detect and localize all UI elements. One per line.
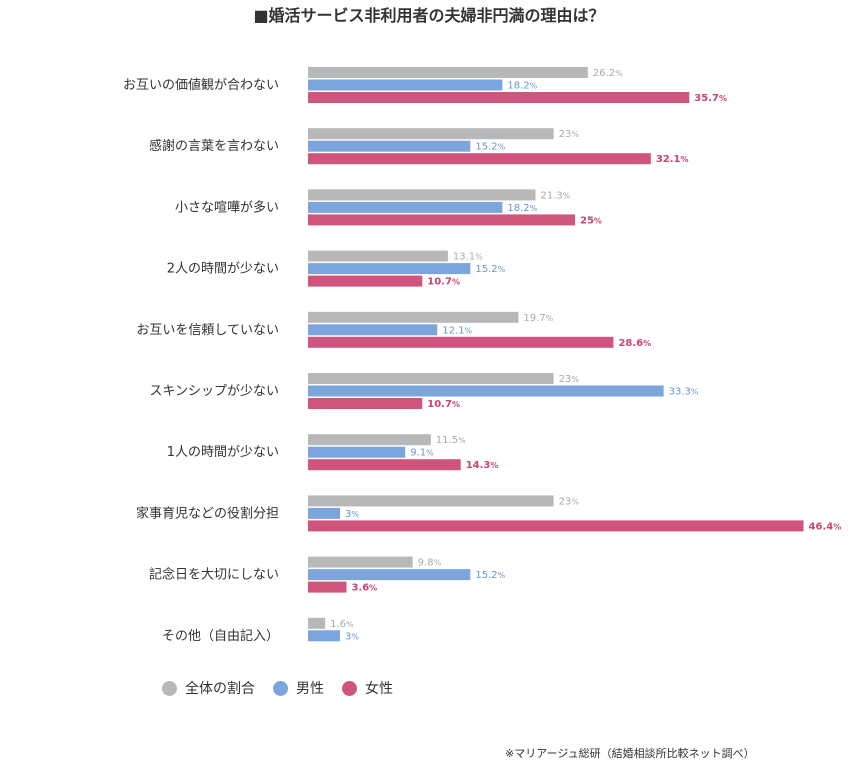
value-label-female: 25% <box>580 215 602 226</box>
bar-total <box>308 373 554 384</box>
category-label: 記念日を大切にしない <box>149 567 279 583</box>
category-label: 感謝の言葉を言わない <box>149 138 279 154</box>
bar-total <box>308 311 519 323</box>
category-label: スキンシップが少ない <box>149 384 279 399</box>
bar-chart: お互いの価値観が合わない 26.2% 18.2% 35.7% 感謝の言葉を言わない 23%… <box>123 67 842 644</box>
value-label-male: 18.2% <box>507 81 537 92</box>
legend-item-total: 全体の割合 <box>162 678 255 698</box>
value-label-total: 11.5% <box>436 435 466 446</box>
bar-total <box>308 434 431 446</box>
value-label-male: 15.2% <box>475 264 505 275</box>
category-label: 家事育児などの役割分担 <box>136 505 279 521</box>
category-label: 1人の時間が少ない <box>167 445 279 460</box>
value-label-male: 9.1% <box>410 448 434 459</box>
value-label-female: 14.3% <box>466 460 499 471</box>
value-label-total: 21.3% <box>540 190 570 201</box>
legend: 全体の割合 男性 女性 <box>162 678 393 698</box>
legend-swatch-female <box>342 680 357 696</box>
category-label: お互いを信頼していない <box>136 323 279 338</box>
bar-male <box>308 569 471 581</box>
bar-female <box>308 520 804 532</box>
value-label-male: 3% <box>345 631 359 642</box>
category-label: 小さな喧嘩が多い <box>175 199 279 215</box>
bar-female <box>308 92 690 103</box>
bar-male <box>308 79 503 91</box>
bar-total <box>308 495 554 507</box>
value-label-total: 9.8% <box>418 558 442 569</box>
bar-total <box>308 556 413 568</box>
value-label-female: 35.7% <box>694 93 727 104</box>
value-label-female: 28.6% <box>618 338 651 349</box>
value-label-total: 23% <box>559 496 580 507</box>
legend-label-male: 男性 <box>296 681 324 697</box>
value-label-male: 12.1% <box>442 325 472 336</box>
value-label-female: 10.7% <box>427 399 460 410</box>
bar-female <box>308 581 347 593</box>
legend-label-female: 女性 <box>365 681 393 697</box>
bar-male <box>308 140 471 152</box>
bar-female <box>308 153 651 165</box>
value-label-total: 23% <box>559 374 580 385</box>
bar-male <box>308 324 438 336</box>
bar-total <box>308 617 326 629</box>
bar-female <box>308 275 423 287</box>
chart-title: ■婚活サービス非利用者の夫婦非円満の理由は？ <box>253 6 605 25</box>
value-label-male: 3% <box>345 509 359 520</box>
bar-male <box>308 630 341 642</box>
value-label-male: 15.2% <box>475 570 505 581</box>
category-label: お互いの価値観が合わない <box>123 77 279 93</box>
legend-swatch-total <box>162 680 177 696</box>
bar-total <box>308 67 588 78</box>
bar-female <box>308 336 614 348</box>
value-label-female: 46.4% <box>809 521 842 532</box>
value-label-total: 19.7% <box>523 313 553 324</box>
legend-label-total: 全体の割合 <box>185 681 255 697</box>
value-label-female: 3.6% <box>351 583 377 594</box>
bar-total <box>308 128 554 140</box>
bar-male <box>308 385 664 397</box>
value-label-male: 15.2% <box>475 142 505 153</box>
value-label-male: 33.3% <box>669 387 699 398</box>
category-label: 2人の時間が少ない <box>167 262 279 277</box>
value-label-total: 26.2% <box>593 68 623 79</box>
value-label-total: 23% <box>559 129 580 140</box>
value-label-female: 32.1% <box>656 154 689 165</box>
value-label-total: 13.1% <box>453 252 483 263</box>
bar-female <box>308 459 461 471</box>
category-label: その他（自由記入） <box>162 628 279 644</box>
value-label-total: 1.6% <box>330 619 354 630</box>
bar-female <box>308 214 575 226</box>
bar-male <box>308 507 341 519</box>
bar-male <box>308 446 406 458</box>
value-label-male: 18.2% <box>507 203 537 214</box>
bar-male <box>308 263 471 275</box>
bar-total <box>308 189 536 201</box>
legend-item-female: 女性 <box>342 678 393 698</box>
source-note: ※マリアージュ総研（結婚相談所比較ネット調べ） <box>505 747 755 760</box>
bar-male <box>308 201 503 213</box>
bar-female <box>308 398 423 409</box>
bar-total <box>308 250 448 262</box>
value-label-female: 10.7% <box>427 277 460 288</box>
legend-swatch-male <box>273 680 288 696</box>
legend-item-male: 男性 <box>273 678 324 698</box>
